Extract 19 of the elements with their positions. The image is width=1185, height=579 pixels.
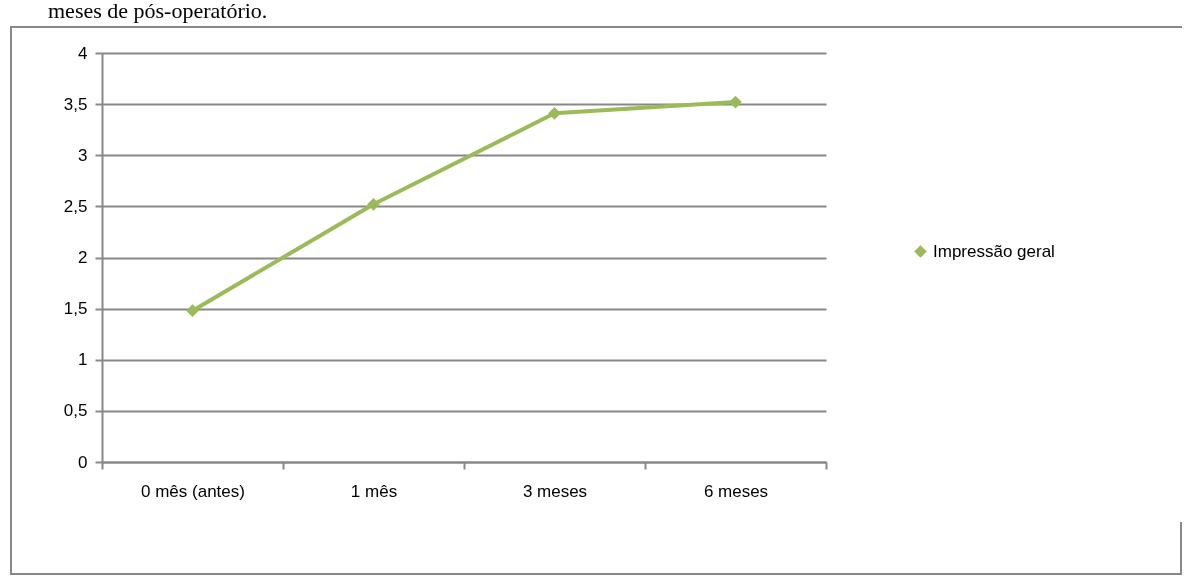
- y-tick-label: 3: [78, 145, 88, 165]
- point: [548, 107, 561, 120]
- y-tick-label: 1,5: [63, 299, 88, 319]
- y-tick-label: 0: [78, 452, 88, 472]
- y-tick-label: 3,5: [63, 94, 88, 114]
- y-tick-label: 0,5: [63, 401, 88, 421]
- x-tick-label: 6 meses: [703, 481, 769, 501]
- x-tick-label: 0 mês (antes): [141, 481, 245, 501]
- x-tick-label: 1 mês: [350, 481, 398, 501]
- y-tick-label: 2,5: [63, 196, 88, 216]
- point: [367, 198, 380, 211]
- chart-title: meses de pós-operatório.: [48, 0, 268, 23]
- y-tick-label: 4: [78, 43, 88, 63]
- legend-label: Impressão geral: [933, 241, 1055, 261]
- y-tick-label: 1: [78, 350, 88, 370]
- x-tick-label: 3 meses: [522, 481, 588, 501]
- y-tick-label: 2: [78, 248, 88, 267]
- point: [729, 95, 742, 109]
- point: [186, 304, 199, 317]
